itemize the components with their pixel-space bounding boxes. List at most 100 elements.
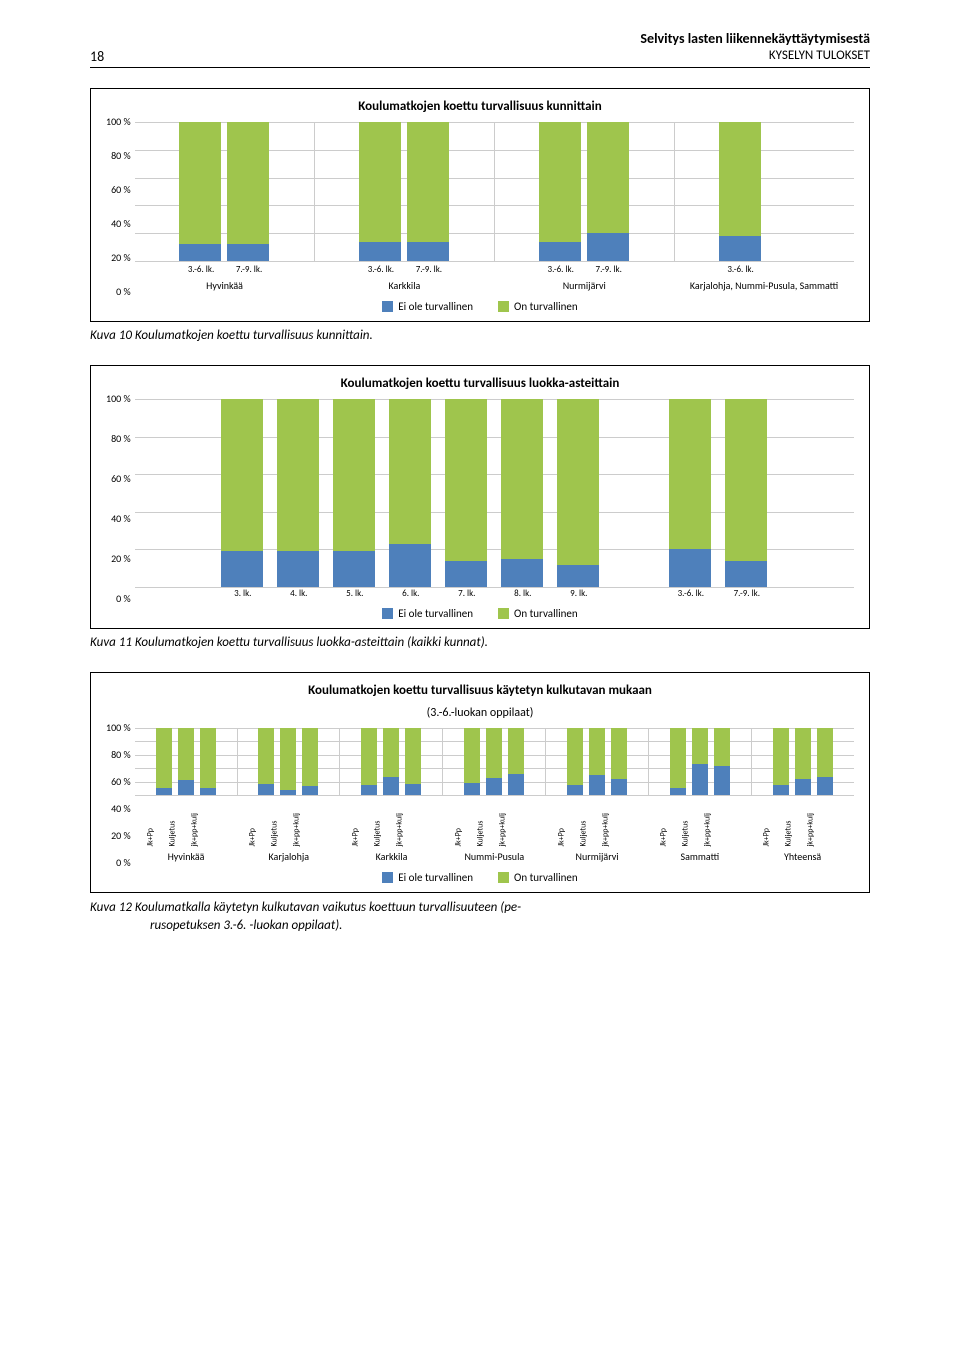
stacked-bar <box>670 728 686 795</box>
legend-item-ei: Ei ole turvallinen <box>382 300 473 313</box>
chart-group <box>494 122 674 261</box>
stacked-bar <box>221 399 263 587</box>
x-group-label: Nurmijärvi <box>546 848 649 863</box>
stacked-bar <box>508 728 524 795</box>
chart-group <box>442 728 545 795</box>
x-label: 3.-6. lk. <box>670 588 712 599</box>
x-sub-label: jk+pp+kulj <box>509 798 525 843</box>
stacked-bar <box>795 728 811 795</box>
x-sub-label: jk+pp+kulj <box>303 798 319 843</box>
chart-2: Koulumatkojen koettu turvallisuus luokka… <box>90 365 870 629</box>
x-sub-label: 3.-6. lk. <box>360 264 402 275</box>
stacked-bar <box>178 728 194 795</box>
chart-group <box>648 728 751 795</box>
x-sub-label: 3.-6. lk. <box>540 264 582 275</box>
x-group-label: Nurmijärvi <box>494 277 674 292</box>
x-sub-label: jk+pp+kulj <box>406 798 422 843</box>
stacked-bar <box>302 728 318 795</box>
stacked-bar <box>557 399 599 587</box>
stacked-bar <box>817 728 833 795</box>
header-title: Selvitys lasten liikennekäyttäytymisestä… <box>640 30 870 65</box>
stacked-bar <box>539 122 581 261</box>
chart-group <box>545 728 648 795</box>
legend-item-on: On turvallinen <box>498 871 578 884</box>
stacked-bar <box>383 728 399 795</box>
x-group-label: Karjalohja <box>237 848 340 863</box>
stacked-bar <box>669 399 711 587</box>
legend-item-on: On turvallinen <box>498 607 578 620</box>
stacked-bar <box>714 728 730 795</box>
x-group-label: Nummi-Pusula <box>443 848 546 863</box>
caption-1: Kuva 10 Koulumatkojen koettu turvallisuu… <box>90 328 870 343</box>
x-label: 7.-9. lk. <box>726 588 768 599</box>
x-label <box>614 588 656 599</box>
stacked-bar <box>179 122 221 261</box>
x-label: 4. lk. <box>278 588 320 599</box>
legend-item-on: On turvallinen <box>498 300 578 313</box>
stacked-bar <box>486 728 502 795</box>
chart-1: Koulumatkojen koettu turvallisuus kunnit… <box>90 88 870 322</box>
caption-3: Kuva 12 Koulumatkalla käytetyn kulkutava… <box>90 899 870 935</box>
chart-3-title: Koulumatkojen koettu turvallisuus käytet… <box>106 683 854 698</box>
x-group-label: Karkkila <box>314 277 494 292</box>
x-group-label: Sammatti <box>648 848 751 863</box>
stacked-bar <box>359 122 401 261</box>
stacked-bar <box>501 399 543 587</box>
x-sub-label: jk+pp+kulj <box>201 798 217 843</box>
x-group-label: Hyvinkää <box>135 848 238 863</box>
chart-group <box>135 728 237 795</box>
chart-3: Koulumatkojen koettu turvallisuus käytet… <box>90 672 870 893</box>
x-sub-label: jk+pp+kulj <box>817 798 833 843</box>
x-group-label: Karkkila <box>340 848 443 863</box>
chart-3-legend: Ei ole turvallinen On turvallinen <box>106 871 854 884</box>
stacked-bar <box>156 728 172 795</box>
stacked-bar <box>725 399 767 587</box>
stacked-bar <box>200 728 216 795</box>
legend-item-ei: Ei ole turvallinen <box>382 871 473 884</box>
chart-2-legend: Ei ole turvallinen On turvallinen <box>106 607 854 620</box>
x-label: 7. lk. <box>446 588 488 599</box>
x-sub-label: 7.-9. lk. <box>408 264 450 275</box>
page-header: 18 Selvitys lasten liikennekäyttäytymise… <box>90 30 870 68</box>
x-group-label: Yhteensä <box>751 848 854 863</box>
x-sub-label: 3.-6. lk. <box>180 264 222 275</box>
x-label: 9. lk. <box>558 588 600 599</box>
x-sub-label <box>768 264 810 275</box>
stacked-bar <box>773 728 789 795</box>
chart-group <box>237 728 340 795</box>
stacked-bar <box>361 728 377 795</box>
x-label: 8. lk. <box>502 588 544 599</box>
stacked-bar <box>611 728 627 795</box>
header-title-main: Selvitys lasten liikennekäyttäytymisestä <box>640 30 870 48</box>
x-sub-label: 3.-6. lk. <box>720 264 762 275</box>
x-label: 6. lk. <box>390 588 432 599</box>
stacked-bar <box>587 122 629 261</box>
stacked-bar <box>258 728 274 795</box>
chart-group <box>314 122 494 261</box>
stacked-bar <box>277 399 319 587</box>
page-number: 18 <box>90 48 104 65</box>
chart-2-title: Koulumatkojen koettu turvallisuus luokka… <box>106 376 854 391</box>
x-group-label: Hyvinkää <box>135 277 315 292</box>
chart-3-subtitle: (3.-6.-luokan oppilaat) <box>106 706 854 720</box>
stacked-bar <box>464 728 480 795</box>
x-label: 3. lk. <box>222 588 264 599</box>
x-sub-label: 7.-9. lk. <box>228 264 270 275</box>
stacked-bar <box>389 399 431 587</box>
chart-group <box>339 728 442 795</box>
stacked-bar <box>692 728 708 795</box>
x-sub-label: jk+pp+kulj <box>612 798 628 843</box>
stacked-bar <box>719 122 761 261</box>
x-group-label: Karjalohja, Nummi-Pusula, Sammatti <box>674 277 854 292</box>
stacked-bar <box>589 728 605 795</box>
stacked-bar <box>227 122 269 261</box>
stacked-bar <box>405 728 421 795</box>
stacked-bar <box>445 399 487 587</box>
stacked-bar <box>333 399 375 587</box>
chart-group <box>674 122 854 261</box>
chart-group <box>135 122 314 261</box>
chart-group <box>751 728 854 795</box>
x-label: 5. lk. <box>334 588 376 599</box>
x-sub-label: 7.-9. lk. <box>588 264 630 275</box>
stacked-bar <box>567 728 583 795</box>
